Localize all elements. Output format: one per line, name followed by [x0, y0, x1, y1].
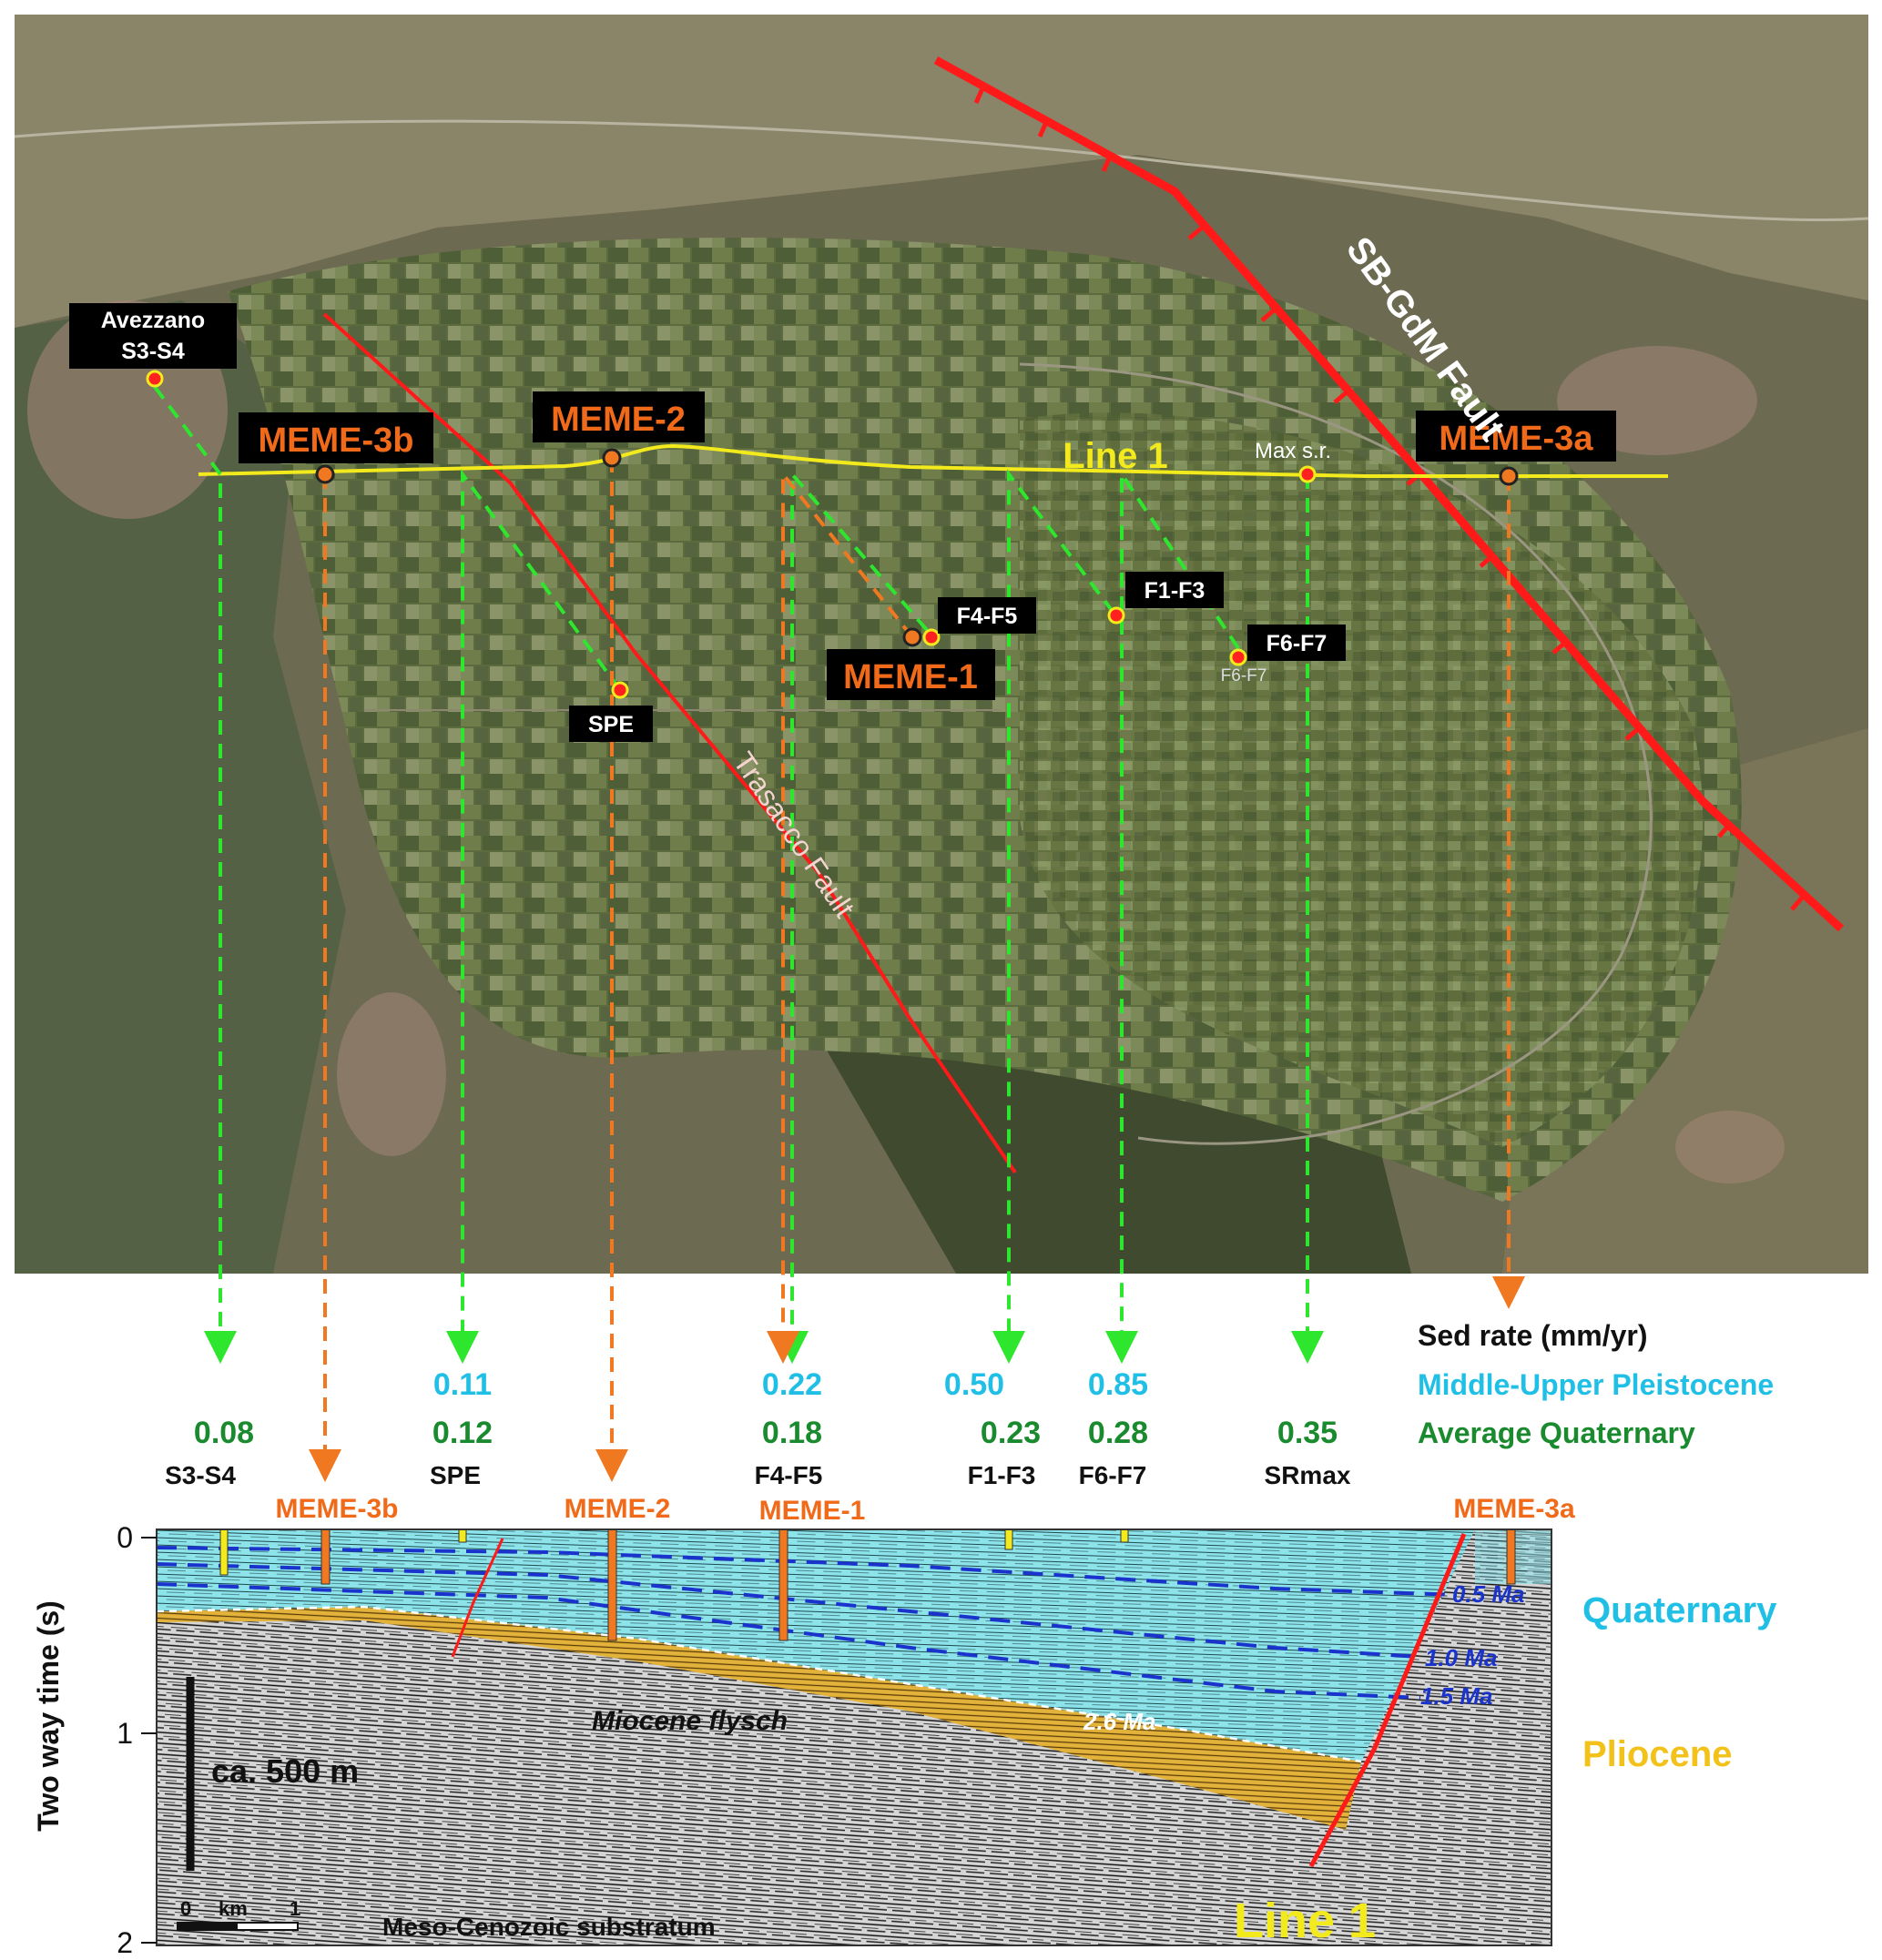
rate-mup-value: 0.11: [433, 1367, 492, 1402]
pliocene-legend: Pliocene: [1582, 1734, 1733, 1774]
rate-avg-value: 0.28: [1088, 1416, 1148, 1450]
svg-text:1.0 Ma: 1.0 Ma: [1425, 1644, 1498, 1671]
f4f5-label: F4-F5: [938, 597, 1036, 634]
quaternary-unit: [157, 1529, 1475, 1762]
seismic-section: [156, 1528, 1552, 1946]
section-well-labels: MEME-3b MEME-2 MEME-1 MEME-3a: [276, 1494, 1575, 1526]
max-sr-label: Max s.r.: [1255, 439, 1331, 463]
horizon-0-5ma: [156, 1546, 1458, 1597]
orange-projection-lines: [309, 458, 1525, 1482]
svg-text:0: 0: [117, 1521, 133, 1554]
rate-avg-value: 0.23: [981, 1416, 1041, 1450]
svg-text:Two way time (s): Two way time (s): [32, 1600, 65, 1832]
sbgdm-fault: [933, 56, 1845, 932]
rate-site-label: F1-F3: [968, 1461, 1036, 1489]
svg-text:MEME-1: MEME-1: [843, 658, 978, 696]
rate-mup-value: 0.85: [1088, 1367, 1148, 1402]
substratum-label: Meso-Cenozoic substratum: [382, 1913, 716, 1941]
line-1-map-label: Line 1: [1063, 436, 1168, 476]
y-axis: Two way time (s) 0 1 2: [32, 1521, 157, 1959]
well-markers: [146, 370, 1519, 699]
svg-text:0.5 Ma: 0.5 Ma: [1452, 1580, 1525, 1608]
svg-text:1: 1: [117, 1717, 133, 1750]
svg-text:Sed rate (mm/yr): Sed rate (mm/yr): [1418, 1319, 1648, 1352]
svg-text:MEME-2: MEME-2: [565, 1494, 671, 1524]
rate-mup-value: 0.22: [762, 1367, 822, 1402]
avezzano-name: Avezzano: [101, 308, 205, 333]
avezzano-well-id: S3-S4: [121, 339, 185, 364]
svg-text:MEME-3a: MEME-3a: [1453, 1494, 1575, 1524]
sed-rate-legend: Sed rate (mm/yr) Middle-Upper Pleistocen…: [1418, 1319, 1774, 1449]
svg-text:1.5 Ma: 1.5 Ma: [1420, 1682, 1493, 1710]
horizontal-scale-bar: 0 km 1: [177, 1897, 300, 1931]
rate-site-label: SRmax: [1265, 1461, 1351, 1489]
rate-site-label: F4-F5: [755, 1461, 823, 1489]
meme3a-label: MEME-3a: [1416, 411, 1616, 462]
trasacco-fault: [322, 312, 1017, 1174]
miocene-flysch-label: Miocene flysch: [592, 1706, 788, 1736]
svg-text:MEME-3b: MEME-3b: [276, 1494, 399, 1524]
green-projection-lines: [153, 385, 1324, 1364]
meme3b-label: MEME-3b: [239, 412, 433, 463]
spe-label: SPE: [569, 706, 653, 742]
f6f7-small-label: F6-F7: [1221, 666, 1267, 685]
meme1-label: MEME-1: [827, 649, 995, 700]
svg-text:2: 2: [117, 1926, 133, 1959]
rate-site-label: F6-F7: [1079, 1461, 1147, 1489]
rate-mup-value: 0.50: [944, 1367, 1004, 1402]
satellite-map: [14, 15, 1869, 1274]
f6f7-label: F6-F7: [1247, 625, 1346, 661]
svg-text:F4-F5: F4-F5: [957, 604, 1018, 629]
svg-text:Average Quaternary: Average Quaternary: [1418, 1417, 1695, 1449]
section-fault-trasacco: [451, 1538, 504, 1658]
svg-text:0: 0: [180, 1897, 191, 1920]
quaternary-legend: Quaternary: [1582, 1590, 1777, 1630]
svg-text:SPE: SPE: [588, 712, 634, 737]
meme2-label: MEME-2: [533, 391, 705, 442]
svg-text:MEME-1: MEME-1: [759, 1496, 866, 1526]
horizon-1-5ma: [156, 1582, 1421, 1700]
svg-text:km: km: [219, 1897, 248, 1920]
svg-text:MEME-3b: MEME-3b: [259, 421, 414, 460]
sed-rate-columns: 0.08 S3-S4 0.11 0.12 SPE 0.22 0.18 F4-F5 0.50 0.2…: [165, 1367, 1351, 1489]
rate-site-label: SPE: [430, 1461, 481, 1489]
svg-text:Middle-Upper Pleistocene: Middle-Upper Pleistocene: [1418, 1368, 1774, 1401]
f1f3-label: F1-F3: [1125, 572, 1224, 608]
svg-text:1: 1: [290, 1897, 300, 1920]
rate-site-label: S3-S4: [165, 1461, 236, 1489]
horizon-1-0ma: [156, 1562, 1421, 1659]
svg-text:2.6 Ma: 2.6 Ma: [1083, 1708, 1156, 1735]
svg-text:F1-F3: F1-F3: [1144, 578, 1205, 604]
svg-text:ca. 500 m: ca. 500 m: [211, 1752, 359, 1790]
rate-avg-value: 0.08: [194, 1416, 254, 1450]
svg-text:MEME-2: MEME-2: [551, 401, 686, 439]
vertical-scale-bar: ca. 500 m: [186, 1677, 359, 1871]
svg-text:MEME-3a: MEME-3a: [1439, 420, 1594, 458]
section-fault-sbgdm: [1308, 1533, 1467, 1868]
line-1-section-label: Line 1: [1234, 1894, 1376, 1948]
rate-avg-value: 0.12: [432, 1416, 493, 1450]
rate-avg-value: 0.18: [762, 1416, 822, 1450]
rate-avg-value: 0.35: [1277, 1416, 1338, 1450]
svg-text:F6-F7: F6-F7: [1267, 631, 1328, 656]
avezzano-label: Avezzano S3-S4: [69, 303, 237, 369]
age-labels: 0.5 Ma 1.0 Ma 1.5 Ma 2.6 Ma: [1083, 1580, 1525, 1735]
